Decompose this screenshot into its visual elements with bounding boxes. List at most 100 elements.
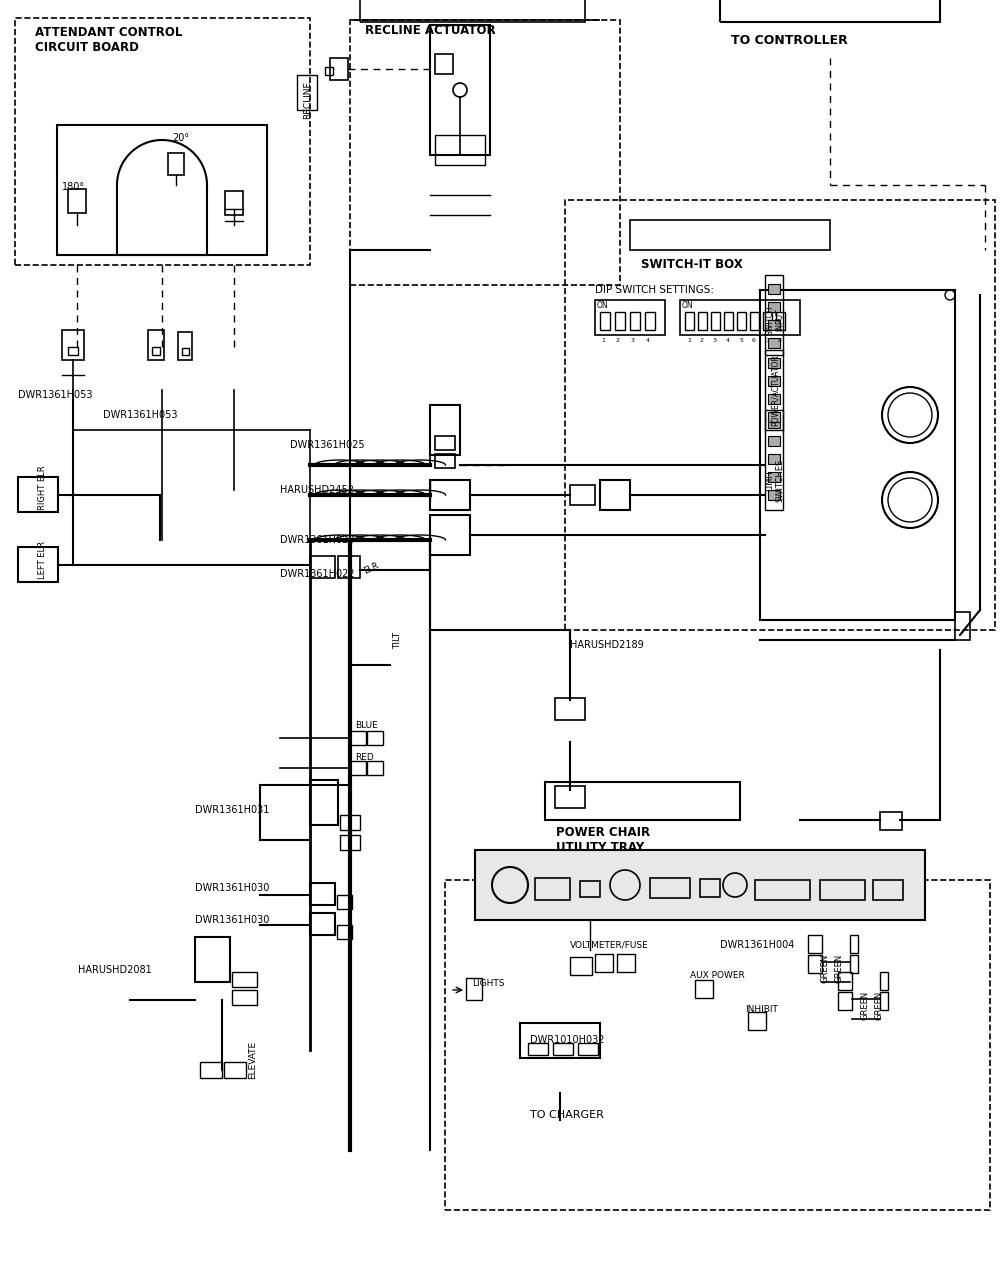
- Text: DWR1010H032: DWR1010H032: [530, 1035, 604, 1045]
- Bar: [724, 312, 733, 329]
- Bar: [768, 394, 780, 404]
- Bar: [325, 67, 333, 75]
- Text: ON: ON: [682, 302, 694, 310]
- Bar: [748, 1012, 766, 1030]
- Text: 8: 8: [778, 337, 782, 342]
- Text: POWER CHAIR
UTILITY TRAY: POWER CHAIR UTILITY TRAY: [556, 826, 650, 854]
- Text: POWER/ACTUATOR: POWER/ACTUATOR: [770, 353, 780, 426]
- Bar: [68, 347, 78, 355]
- Bar: [350, 761, 366, 775]
- Text: DWR1361H053: DWR1361H053: [18, 390, 92, 400]
- Bar: [763, 312, 772, 329]
- Bar: [18, 547, 58, 582]
- Bar: [15, 18, 310, 265]
- Bar: [768, 302, 780, 312]
- Bar: [630, 220, 830, 250]
- Bar: [57, 125, 267, 255]
- Text: ON: ON: [597, 302, 609, 310]
- Text: 1: 1: [687, 337, 691, 342]
- Text: 180°: 180°: [62, 182, 85, 193]
- Bar: [466, 978, 482, 1000]
- Text: DIP SWITCH SETTINGS:: DIP SWITCH SETTINGS:: [595, 285, 714, 295]
- Text: AUX POWER: AUX POWER: [690, 971, 745, 979]
- Bar: [570, 957, 592, 976]
- Bar: [768, 436, 780, 446]
- Bar: [698, 312, 707, 329]
- Bar: [430, 514, 470, 555]
- Bar: [367, 731, 383, 745]
- Text: INHIBIT: INHIBIT: [745, 1006, 778, 1015]
- Bar: [838, 992, 852, 1010]
- Text: 7: 7: [765, 337, 769, 342]
- Text: HARUSHD2189: HARUSHD2189: [570, 640, 644, 650]
- Text: GREEN: GREEN: [875, 991, 884, 1020]
- Text: ATTENDANT CONTROL
CIRCUIT BOARD: ATTENDANT CONTROL CIRCUIT BOARD: [35, 27, 182, 54]
- Bar: [760, 290, 955, 620]
- Text: DWR1361H030: DWR1361H030: [195, 915, 269, 925]
- Text: RECLINE: RECLINE: [303, 81, 312, 119]
- Bar: [435, 54, 453, 73]
- Text: BLUE: BLUE: [355, 721, 378, 730]
- Bar: [695, 979, 713, 998]
- Text: RIGHT ELR: RIGHT ELR: [38, 466, 47, 511]
- Bar: [711, 312, 720, 329]
- Bar: [850, 935, 858, 953]
- Bar: [776, 312, 785, 329]
- Bar: [645, 312, 655, 329]
- Bar: [578, 1043, 598, 1055]
- Bar: [430, 405, 460, 455]
- Bar: [435, 436, 455, 450]
- Bar: [873, 881, 903, 900]
- Text: DWR1361H025: DWR1361H025: [290, 440, 365, 450]
- Bar: [820, 881, 865, 900]
- Bar: [310, 914, 335, 935]
- Bar: [148, 329, 164, 360]
- Bar: [360, 0, 585, 22]
- Text: DWR1361H053: DWR1361H053: [103, 411, 178, 419]
- Bar: [367, 761, 383, 775]
- Text: 3: 3: [631, 337, 635, 342]
- Bar: [768, 454, 780, 464]
- Bar: [880, 992, 888, 1010]
- Text: GREEN: GREEN: [835, 953, 844, 983]
- Bar: [838, 972, 852, 990]
- Bar: [310, 780, 338, 825]
- Bar: [768, 284, 780, 294]
- Bar: [555, 698, 585, 720]
- Bar: [337, 895, 352, 908]
- Bar: [737, 312, 746, 329]
- Text: LIGHTS: LIGHTS: [472, 978, 505, 987]
- Bar: [600, 480, 630, 511]
- Bar: [168, 153, 184, 175]
- Bar: [435, 454, 455, 468]
- Bar: [152, 347, 160, 355]
- Text: DWR1361H004: DWR1361H004: [720, 940, 794, 950]
- Text: GREEN: GREEN: [820, 953, 829, 983]
- Bar: [768, 338, 780, 348]
- Bar: [330, 58, 348, 80]
- Text: HARUSHD2081: HARUSHD2081: [78, 965, 152, 976]
- Bar: [768, 359, 780, 367]
- Bar: [232, 990, 257, 1005]
- Text: DWR1361H022: DWR1361H022: [280, 569, 355, 579]
- Bar: [720, 0, 940, 22]
- Text: 2: 2: [700, 337, 704, 342]
- Text: VOLTMETER/FUSE: VOLTMETER/FUSE: [570, 940, 649, 949]
- Text: HARUSHD2452: HARUSHD2452: [280, 485, 354, 495]
- Bar: [310, 556, 335, 578]
- Text: SWITCH-IT BOX: SWITCH-IT BOX: [641, 258, 743, 271]
- Bar: [195, 938, 230, 982]
- Bar: [768, 412, 780, 422]
- Bar: [225, 191, 243, 215]
- Bar: [765, 275, 783, 355]
- Bar: [685, 312, 694, 329]
- Text: LIMIT
SWITCHES: LIMIT SWITCHES: [765, 459, 785, 502]
- Bar: [18, 476, 58, 512]
- Bar: [650, 878, 690, 898]
- Text: TO CONTROLLER: TO CONTROLLER: [731, 33, 848, 47]
- Bar: [200, 1062, 222, 1078]
- Bar: [768, 321, 780, 329]
- Bar: [528, 1043, 548, 1055]
- Bar: [600, 312, 610, 329]
- Text: RECLINE ACTUATOR: RECLINE ACTUATOR: [365, 24, 496, 37]
